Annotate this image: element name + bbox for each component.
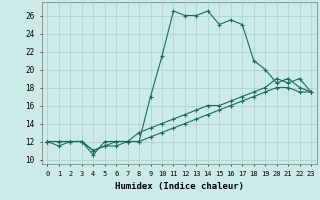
X-axis label: Humidex (Indice chaleur): Humidex (Indice chaleur) xyxy=(115,183,244,192)
